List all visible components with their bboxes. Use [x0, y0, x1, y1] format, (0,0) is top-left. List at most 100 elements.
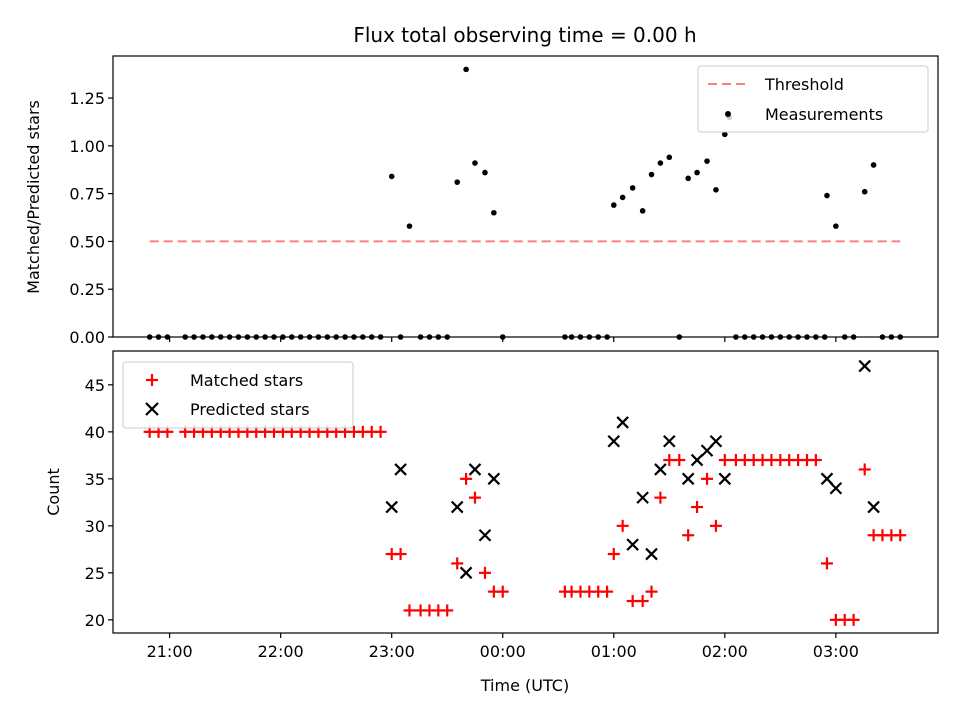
bottom-y-axis-label: Count [44, 468, 63, 516]
measurement-point [648, 171, 655, 178]
measurement-point [388, 173, 395, 180]
counts-panel: 20 25 30 35 40 45 21:00 22:00 23:00 00:00 01:00 02… [44, 350, 939, 695]
measurement-point [619, 194, 626, 201]
y-tick-label: 1.00 [69, 137, 105, 156]
measurement-point [463, 66, 469, 73]
matched-star-point [616, 519, 629, 532]
predicted-star-point [709, 434, 723, 448]
predicted-star-point [626, 538, 639, 551]
x-tick-label: 03:00 [813, 642, 859, 661]
top-legend-box [697, 65, 929, 133]
matched-star-point [847, 613, 860, 626]
legend-threshold-label: Threshold [764, 75, 844, 94]
matched-star-point [691, 501, 704, 514]
predicted-star-point [718, 472, 732, 486]
matched-star-point [607, 548, 620, 561]
y-tick-label: 0.75 [69, 185, 105, 204]
legend-measurements-label: Measurements [765, 105, 883, 124]
legend-matched-swatch [146, 374, 158, 386]
legend-predicted-swatch [145, 402, 159, 416]
y-tick-label: 30 [85, 517, 105, 536]
predicted-star-point [858, 359, 871, 373]
matched-star-point [478, 566, 491, 579]
measurement-point [870, 162, 877, 168]
matched-star-point [403, 604, 416, 617]
matched-star-point [701, 472, 714, 485]
measurement-point [610, 202, 617, 208]
y-tick-label: 20 [85, 611, 105, 630]
predicted-star-point [690, 453, 704, 467]
matched-star-point [718, 454, 731, 467]
predicted-star-point [468, 463, 482, 476]
bottom-legend: Matched stars Predicted stars [122, 361, 354, 429]
predicted-star-point [394, 463, 407, 476]
matched-star-point [654, 491, 667, 504]
predicted-star-point [385, 500, 398, 514]
matched-star-point [673, 454, 686, 467]
y-tick-label: 0.25 [69, 280, 105, 299]
top-legend: Threshold Measurements [697, 65, 929, 133]
matched-star-point [601, 585, 614, 598]
measurement-point [629, 185, 636, 191]
x-tick-label: 02:00 [702, 642, 748, 661]
predicted-star-point [645, 547, 658, 561]
measurement-point [685, 175, 691, 182]
measurement-point [861, 188, 868, 195]
predicted-star-point [459, 566, 473, 580]
predicted-star-point [663, 434, 676, 448]
measurement-point [833, 223, 839, 229]
matched-star-point [468, 491, 481, 504]
matched-star-point [894, 529, 907, 542]
matched-star-point [441, 604, 454, 617]
measurement-point [639, 208, 646, 214]
bottom-x-axis: 21:00 22:00 23:00 00:00 01:00 02:00 03:00 [147, 633, 859, 661]
x-tick-label: 21:00 [147, 642, 193, 661]
x-tick-label: 00:00 [480, 642, 526, 661]
matched-star-point [496, 585, 509, 598]
predicted-star-point [478, 528, 492, 542]
predicted-star-point [654, 463, 667, 476]
matched-star-point [636, 595, 649, 608]
bottom-legend-box [122, 361, 354, 429]
y-tick-label: 45 [85, 376, 105, 395]
top-y-axis: 0.00 0.25 0.50 0.75 1.00 1.25 [69, 89, 113, 347]
top-axes-frame [112, 55, 939, 338]
measurement-point [722, 131, 728, 138]
predicted-star-point [607, 434, 621, 448]
y-tick-label: 1.25 [69, 89, 105, 108]
matched-star-point [374, 425, 387, 438]
predicted-star-point [616, 416, 629, 429]
bottom-y-axis: 20 25 30 35 40 45 [85, 376, 113, 630]
y-tick-label: 0.00 [69, 328, 105, 347]
matched-star-point [645, 585, 658, 598]
measurement-point [657, 160, 664, 166]
matched-star-point [709, 519, 722, 532]
measurement-point [454, 179, 461, 185]
x-tick-label: 22:00 [258, 642, 304, 661]
measurement-point [472, 160, 478, 166]
legend-measurements-swatch [725, 111, 731, 117]
measurement-point [824, 192, 830, 199]
predicted-star-point [829, 481, 843, 495]
measurement-point [666, 154, 673, 161]
chart-title: Flux total observing time = 0.00 h [353, 23, 696, 47]
measurement-point [694, 169, 700, 176]
y-tick-label: 25 [85, 564, 105, 583]
y-tick-label: 0.50 [69, 232, 105, 251]
predicted-star-point [450, 500, 464, 514]
predicted-star-point [867, 500, 880, 514]
y-tick-label: 35 [85, 470, 105, 489]
matched-star-point [451, 557, 464, 570]
measurement-point [482, 169, 488, 176]
predicted-star-point [681, 472, 695, 486]
top-y-axis-label: Matched/Predicted stars [24, 100, 43, 294]
measurement-point [704, 158, 710, 164]
matched-star-point [809, 454, 822, 467]
measurement-point [713, 187, 719, 193]
matched-star-point [460, 472, 473, 485]
x-axis-label: Time (UTC) [480, 676, 569, 695]
ratio-panel: 0.00 0.25 0.50 0.75 1.00 1.25 Matched/Predict… [24, 55, 939, 347]
bottom-axes-frame [112, 350, 939, 634]
measurement-point [491, 209, 497, 216]
